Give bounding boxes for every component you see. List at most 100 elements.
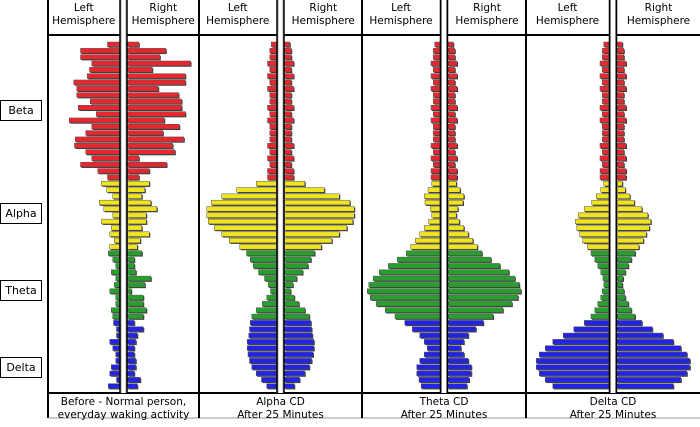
bar-left-hemisphere: [599, 60, 610, 66]
bar-right-hemisphere: [284, 86, 294, 92]
bar-left-hemisphere: [256, 307, 277, 313]
bar-left-hemisphere: [115, 351, 120, 358]
bar-left-hemisphere: [76, 92, 120, 98]
bar-left-hemisphere: [267, 117, 277, 123]
bar-right-hemisphere: [284, 282, 293, 288]
bar-left-hemisphere: [602, 98, 610, 104]
bar-right-hemisphere: [447, 237, 473, 244]
bar-left-hemisphere: [250, 320, 277, 326]
bar-right-hemisphere: [284, 111, 292, 117]
bar-left-hemisphere: [424, 225, 441, 231]
bar-left-hemisphere: [424, 199, 441, 206]
bar-right-hemisphere: [127, 155, 139, 161]
bar-right-hemisphere: [616, 294, 626, 301]
bar-right-hemisphere: [127, 161, 167, 168]
bar-right-hemisphere: [127, 98, 182, 104]
bar-right-hemisphere: [127, 370, 135, 376]
bar-left-hemisphere: [256, 180, 277, 187]
bar-right-hemisphere: [127, 377, 141, 383]
bar-left-hemisphere: [421, 383, 441, 389]
bar-left-hemisphere: [251, 313, 277, 320]
bar-left-hemisphere: [599, 73, 610, 79]
bar-left-hemisphere: [109, 370, 120, 376]
bar-right-hemisphere: [284, 263, 308, 269]
bar-right-hemisphere: [447, 79, 455, 85]
bar-right-hemisphere: [616, 256, 632, 263]
bar-right-hemisphere: [284, 117, 294, 123]
bar-left-hemisphere: [406, 250, 441, 256]
caption-line: After 25 Minutes: [400, 409, 488, 421]
bar-left-hemisphere: [576, 225, 610, 231]
bar-right-hemisphere: [284, 294, 295, 301]
bar-right-hemisphere: [127, 111, 186, 117]
bar-left-hemisphere: [599, 155, 610, 161]
bar-left-hemisphere: [433, 111, 441, 117]
bar-right-hemisphere: [447, 244, 478, 250]
bar-right-hemisphere: [447, 48, 455, 54]
bar-right-hemisphere: [447, 117, 458, 123]
bar-left-hemisphere: [269, 92, 277, 98]
panel-caption: Delta CD After 25 Minutes: [526, 396, 700, 422]
bar-right-hemisphere: [127, 117, 165, 123]
bar-left-hemisphere: [111, 225, 120, 231]
bar-right-hemisphere: [616, 307, 632, 313]
bar-left-hemisphere: [602, 136, 610, 142]
bar-right-hemisphere: [127, 73, 186, 79]
bar-right-hemisphere: [127, 48, 166, 54]
bar-left-hemisphere: [112, 313, 120, 320]
bar-right-hemisphere: [127, 79, 186, 85]
bar-right-hemisphere: [616, 282, 623, 288]
bar-left-hemisphere: [114, 282, 120, 288]
bar-right-hemisphere: [447, 351, 464, 358]
bar-right-hemisphere: [447, 370, 472, 376]
bar-right-hemisphere: [616, 111, 624, 117]
bar-right-hemisphere: [447, 307, 503, 313]
bar-right-hemisphere: [127, 282, 145, 288]
header-right-hemisphere: Right Hemisphere: [131, 2, 195, 27]
bar-right-hemisphere: [447, 231, 469, 237]
bar-right-hemisphere: [447, 168, 458, 174]
bar-left-hemisphere: [600, 294, 610, 301]
bar-right-hemisphere: [447, 377, 470, 383]
bar-left-hemisphere: [270, 288, 277, 294]
bar-right-hemisphere: [127, 231, 150, 237]
bar-right-hemisphere: [616, 60, 627, 66]
bar-left-hemisphere: [433, 79, 441, 85]
bar-left-hemisphere: [115, 294, 120, 301]
bar-left-hemisphere: [552, 339, 610, 345]
bar-right-hemisphere: [616, 142, 627, 149]
caption-line: Before - Normal person,: [60, 396, 187, 408]
bar-right-hemisphere: [616, 136, 624, 142]
bar-left-hemisphere: [602, 67, 610, 73]
panel-caption: Theta CD After 25 Minutes: [362, 396, 526, 422]
bar-right-hemisphere: [284, 358, 312, 364]
bar-right-hemisphere: [127, 54, 160, 60]
bar-left-hemisphere: [267, 142, 277, 149]
bar-right-hemisphere: [447, 67, 455, 73]
bar-right-hemisphere: [284, 67, 292, 73]
bar-right-hemisphere: [284, 98, 292, 104]
bar-left-hemisphere: [578, 212, 610, 218]
bar-right-hemisphere: [284, 383, 295, 389]
bar-right-hemisphere: [616, 358, 690, 364]
bar-left-hemisphere: [579, 231, 610, 237]
bar-left-hemisphere: [582, 237, 610, 244]
bar-left-hemisphere: [247, 345, 277, 351]
bar-right-hemisphere: [127, 60, 191, 66]
bar-left-hemisphere: [424, 351, 441, 358]
bar-right-hemisphere: [447, 250, 482, 256]
bar-left-hemisphere: [415, 237, 441, 244]
bar-right-hemisphere: [284, 288, 291, 294]
bar-left-hemisphere: [101, 218, 120, 225]
bar-right-hemisphere: [284, 244, 322, 250]
bar-left-hemisphere: [267, 86, 277, 92]
bar-left-hemisphere: [416, 364, 441, 370]
bar-left-hemisphere: [112, 212, 120, 218]
bar-right-hemisphere: [616, 117, 627, 123]
bar-right-hemisphere: [447, 161, 455, 168]
bar-right-hemisphere: [127, 149, 175, 155]
bar-right-hemisphere: [127, 301, 144, 307]
bar-right-hemisphere: [127, 212, 147, 218]
bar-right-hemisphere: [127, 345, 135, 351]
bar-right-hemisphere: [616, 364, 690, 370]
